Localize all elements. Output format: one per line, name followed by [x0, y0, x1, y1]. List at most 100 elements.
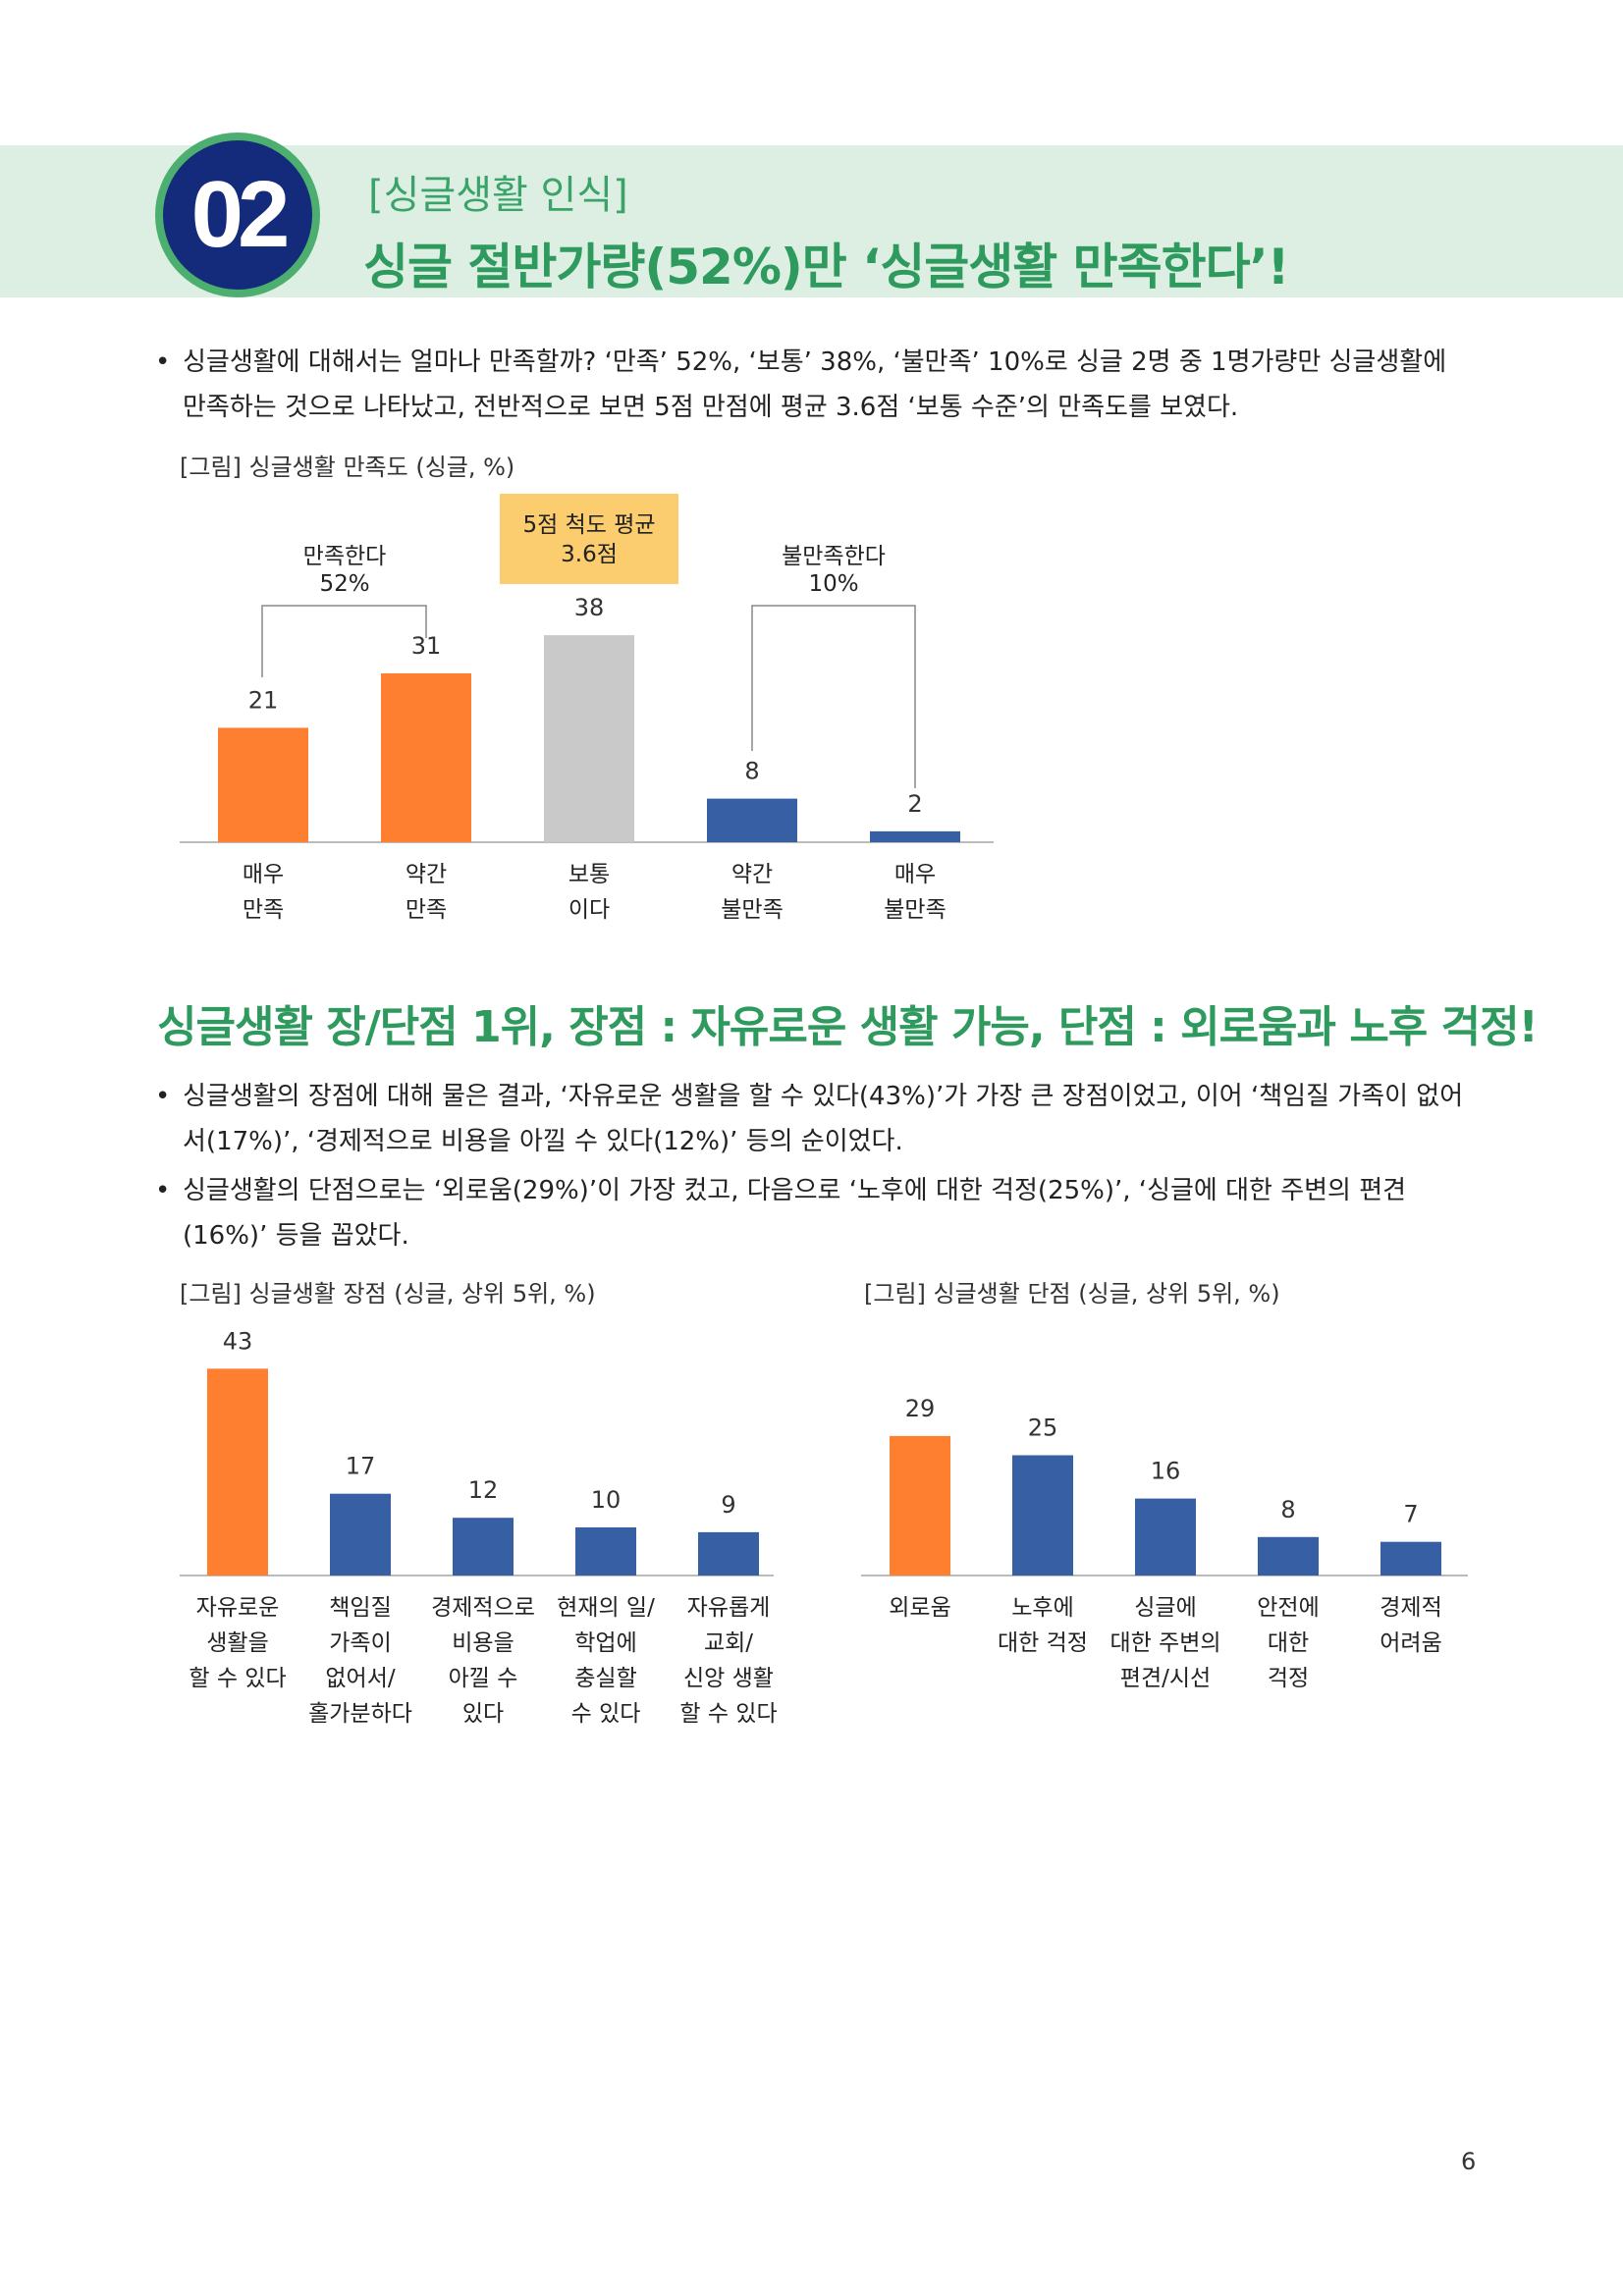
- category-label: 만족: [406, 897, 447, 923]
- section-kicker: [싱글생활 인식]: [368, 173, 628, 218]
- bar: [453, 1518, 514, 1575]
- category-label: 없어서/: [325, 1666, 395, 1691]
- data-label: 29: [905, 1395, 936, 1422]
- category-label: 교회/: [704, 1630, 753, 1656]
- category-label: 경제적: [1380, 1595, 1441, 1621]
- data-label: 8: [1280, 1496, 1295, 1523]
- category-label: 약간: [406, 862, 447, 887]
- data-label: 2: [907, 790, 922, 818]
- section-number-badge: 02: [155, 133, 320, 297]
- dissatisfied-value: 10%: [808, 571, 858, 597]
- bar: [330, 1493, 391, 1575]
- category-label: 불만족: [721, 897, 783, 923]
- data-label: 10: [591, 1486, 622, 1514]
- category-label: 신앙 생활: [683, 1666, 774, 1691]
- category-label: 현재의 일/: [557, 1595, 655, 1621]
- category-label: 이다: [568, 897, 610, 923]
- category-label: 불만족: [884, 897, 946, 923]
- bar: [575, 1527, 636, 1575]
- bullet-dot: •: [155, 1082, 171, 1111]
- category-label: 비용을: [452, 1630, 514, 1656]
- bar: [1012, 1455, 1073, 1575]
- cons-chart-caption: [그림] 싱글생활 단점 (싱글, 상위 5위, %): [864, 1280, 1280, 1308]
- intro-text: 싱글생활에 대해서는 얼마나 만족할까? ‘만족’ 52%, ‘보통’ 38%,…: [183, 347, 1447, 422]
- bar: [207, 1368, 268, 1575]
- data-label: 8: [744, 758, 759, 785]
- bar: [698, 1531, 759, 1575]
- pros-paragraph: • 싱글생활의 장점에 대해 물은 결과, ‘자유로운 생활을 할 수 있다(4…: [155, 1074, 1471, 1164]
- data-label: 16: [1151, 1458, 1181, 1485]
- category-label: 노후에: [1011, 1595, 1073, 1621]
- satisfaction-chart-caption: [그림] 싱글생활 만족도 (싱글, %): [180, 454, 515, 481]
- category-label: 보통: [568, 862, 610, 887]
- satisfied-label: 만족한다: [303, 544, 387, 569]
- category-label: 아낄 수: [449, 1666, 518, 1691]
- category-label: 대한: [1268, 1630, 1309, 1656]
- data-label: 17: [346, 1453, 376, 1480]
- category-label: 할 수 있다: [679, 1701, 777, 1727]
- category-label: 대한 주변의: [1109, 1630, 1220, 1656]
- category-label: 홀가분하다: [308, 1701, 412, 1727]
- bar: [544, 635, 634, 842]
- average-callout-value: 3.6점: [561, 542, 618, 567]
- category-label: 편견/시선: [1120, 1666, 1211, 1691]
- page-number: 6: [1461, 2148, 1477, 2175]
- category-label: 충실할: [574, 1666, 636, 1691]
- bar: [218, 727, 308, 842]
- section-number: 02: [190, 162, 291, 267]
- category-label: 할 수 있다: [189, 1666, 286, 1691]
- data-label: 25: [1028, 1415, 1058, 1442]
- pros-chart-caption: [그림] 싱글생활 장점 (싱글, 상위 5위, %): [180, 1280, 596, 1308]
- category-label: 학업에: [574, 1630, 636, 1656]
- satisfied-value: 52%: [319, 571, 369, 597]
- bar: [1380, 1541, 1441, 1575]
- satisfaction-chart: 21매우만족31약간만족38보통이다8약간불만족2매우불만족만족한다52%불만족…: [180, 494, 994, 923]
- bar: [890, 1435, 950, 1575]
- data-label: 7: [1403, 1501, 1418, 1528]
- data-label: 43: [223, 1327, 253, 1355]
- category-label: 만족: [243, 897, 284, 923]
- bar: [1258, 1536, 1319, 1575]
- category-label: 안전에: [1257, 1595, 1319, 1621]
- data-label: 38: [574, 594, 605, 621]
- bar: [1135, 1498, 1196, 1575]
- category-label: 생활을: [206, 1630, 268, 1656]
- data-label: 12: [468, 1476, 499, 1504]
- data-label: 21: [248, 686, 279, 714]
- category-label: 가족이: [329, 1630, 391, 1656]
- category-label: 책임질: [329, 1595, 391, 1621]
- category-label: 매우: [243, 862, 284, 887]
- section-title: 싱글 절반가량(52%)만 ‘싱글생활 만족한다’!: [363, 239, 1289, 295]
- bullet-dot: •: [155, 347, 171, 377]
- category-label: 경제적으로: [431, 1595, 535, 1621]
- category-label: 싱글에: [1134, 1595, 1196, 1621]
- average-callout-label: 5점 척도 평균: [522, 512, 655, 538]
- pros-cons-heading: 싱글생활 장/단점 1위, 장점 : 자유로운 생활 가능, 단점 : 외로움과…: [157, 1002, 1539, 1052]
- intro-paragraph: • 싱글생활에 대해서는 얼마나 만족할까? ‘만족’ 52%, ‘보통’ 38…: [155, 340, 1471, 430]
- average-callout-box: [500, 494, 678, 584]
- dissatisfied-label: 불만족한다: [782, 544, 886, 569]
- category-label: 외로움: [889, 1595, 950, 1621]
- category-label: 어려움: [1380, 1630, 1441, 1656]
- category-label: 대한 걱정: [998, 1630, 1088, 1656]
- category-label: 걱정: [1268, 1666, 1309, 1691]
- category-label: 자유로운: [196, 1595, 280, 1621]
- category-label: 있다: [462, 1701, 504, 1727]
- pros-text: 싱글생활의 장점에 대해 물은 결과, ‘자유로운 생활을 할 수 있다(43%…: [183, 1082, 1464, 1156]
- category-label: 매우: [894, 862, 936, 887]
- cons-paragraph: • 싱글생활의 단점으로는 ‘외로움(29%)’이 가장 컸고, 다음으로 ‘노…: [155, 1168, 1471, 1258]
- dissatisfied-bracket: [751, 605, 916, 788]
- category-label: 수 있다: [571, 1701, 641, 1727]
- bar: [381, 672, 471, 842]
- cons-text: 싱글생활의 단점으로는 ‘외로움(29%)’이 가장 컸고, 다음으로 ‘노후에…: [183, 1176, 1407, 1251]
- bar: [707, 798, 797, 842]
- satisfied-bracket: [261, 605, 427, 677]
- data-label: 9: [721, 1491, 735, 1519]
- category-label: 약간: [731, 862, 773, 887]
- category-label: 자유롭게: [687, 1595, 771, 1621]
- bullet-dot: •: [155, 1176, 171, 1205]
- bar: [870, 830, 960, 842]
